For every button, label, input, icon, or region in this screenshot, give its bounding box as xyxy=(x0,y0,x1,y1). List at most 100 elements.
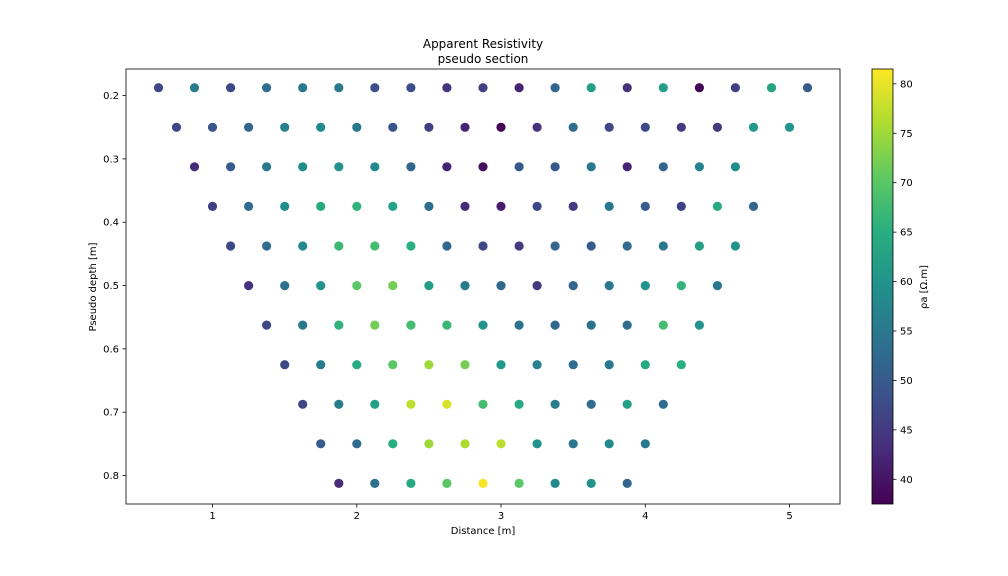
data-point xyxy=(189,162,200,172)
data-point xyxy=(658,162,668,172)
data-point xyxy=(568,360,578,370)
data-point xyxy=(316,122,326,132)
data-point xyxy=(460,201,470,211)
data-point xyxy=(730,162,741,172)
data-point xyxy=(784,122,795,132)
data-point xyxy=(478,478,488,488)
y-tick-label: 0.6 xyxy=(103,344,119,355)
data-point xyxy=(316,201,326,211)
data-point xyxy=(388,122,398,132)
data-point xyxy=(604,360,614,370)
data-point xyxy=(298,320,308,330)
data-point xyxy=(712,122,723,132)
data-point xyxy=(568,439,578,449)
data-point xyxy=(532,439,542,449)
data-point xyxy=(586,162,596,172)
data-point xyxy=(334,478,344,488)
x-tick-label: 1 xyxy=(209,511,215,522)
data-point xyxy=(550,399,560,409)
data-point xyxy=(586,478,596,488)
data-point xyxy=(496,281,506,291)
data-point xyxy=(370,478,380,488)
data-point xyxy=(406,162,416,172)
colorbar: 40 45 50 55 60 65 70 75 80 ρa [Ω.m] xyxy=(871,68,930,505)
colorbar-tick-label: 65 xyxy=(900,228,913,239)
data-point xyxy=(424,281,434,291)
x-axis-label: Distance [m] xyxy=(451,526,516,537)
data-point xyxy=(424,360,434,370)
data-point xyxy=(622,83,632,93)
y-tick-label: 0.2 xyxy=(103,91,119,102)
data-point xyxy=(532,281,542,291)
colorbar-tick-label: 80 xyxy=(900,79,913,90)
data-point xyxy=(568,281,578,291)
data-point xyxy=(496,201,506,211)
axes-frame xyxy=(125,68,841,505)
data-point xyxy=(316,360,326,370)
data-point xyxy=(514,162,524,172)
data-point xyxy=(388,201,398,211)
data-point xyxy=(370,83,380,93)
data-point xyxy=(226,83,236,93)
data-point xyxy=(334,83,344,93)
y-tick-label: 0.4 xyxy=(103,218,119,229)
chart-title: Apparent Resistivity xyxy=(423,37,543,51)
data-point xyxy=(676,360,686,370)
data-point xyxy=(460,281,470,291)
data-point xyxy=(262,241,272,251)
y-axis-ticks: 0.2 0.3 0.4 0.5 0.6 0.7 0.8 xyxy=(103,91,126,482)
data-point xyxy=(568,122,578,132)
data-point xyxy=(622,162,632,172)
data-point xyxy=(406,83,416,93)
data-point xyxy=(424,122,434,132)
data-point xyxy=(622,399,632,409)
data-point xyxy=(370,162,380,172)
y-tick-label: 0.7 xyxy=(103,408,119,419)
data-point xyxy=(550,241,560,251)
x-tick-label: 3 xyxy=(498,511,504,522)
data-point xyxy=(640,360,650,370)
colorbar-tick-label: 40 xyxy=(900,475,913,486)
data-point xyxy=(406,241,416,251)
data-point xyxy=(676,201,686,211)
data-point xyxy=(550,478,560,488)
data-point xyxy=(766,83,777,93)
data-point xyxy=(694,83,705,93)
chart-subtitle: pseudo section xyxy=(438,52,529,66)
y-axis-label: Pseudo depth [m] xyxy=(88,242,99,331)
data-point xyxy=(406,399,416,409)
data-point xyxy=(262,162,272,172)
colorbar-tick-label: 60 xyxy=(900,277,913,288)
data-point xyxy=(334,241,344,251)
data-point xyxy=(640,201,650,211)
data-point xyxy=(604,122,614,132)
data-point xyxy=(604,439,614,449)
data-point xyxy=(298,83,308,93)
data-point xyxy=(586,83,596,93)
colorbar-ticks: 40 45 50 55 60 65 70 75 80 xyxy=(893,79,913,486)
data-point xyxy=(316,281,326,291)
data-point xyxy=(460,360,470,370)
x-axis-ticks: 1 2 3 4 5 xyxy=(209,504,793,522)
data-point xyxy=(298,162,308,172)
data-point xyxy=(352,281,362,291)
data-point xyxy=(370,241,380,251)
data-point xyxy=(586,320,596,330)
data-point xyxy=(514,399,524,409)
data-point xyxy=(352,439,362,449)
data-point xyxy=(550,83,560,93)
data-point xyxy=(406,478,416,488)
data-point xyxy=(442,399,452,409)
data-point xyxy=(370,399,380,409)
data-point xyxy=(694,241,705,251)
data-point xyxy=(226,162,236,172)
data-point xyxy=(189,83,200,93)
data-point xyxy=(694,162,705,172)
data-point xyxy=(280,122,290,132)
data-point xyxy=(640,281,650,291)
data-point xyxy=(262,320,272,330)
data-point xyxy=(207,122,218,132)
data-point xyxy=(478,162,488,172)
data-point xyxy=(514,478,524,488)
data-point xyxy=(514,83,524,93)
